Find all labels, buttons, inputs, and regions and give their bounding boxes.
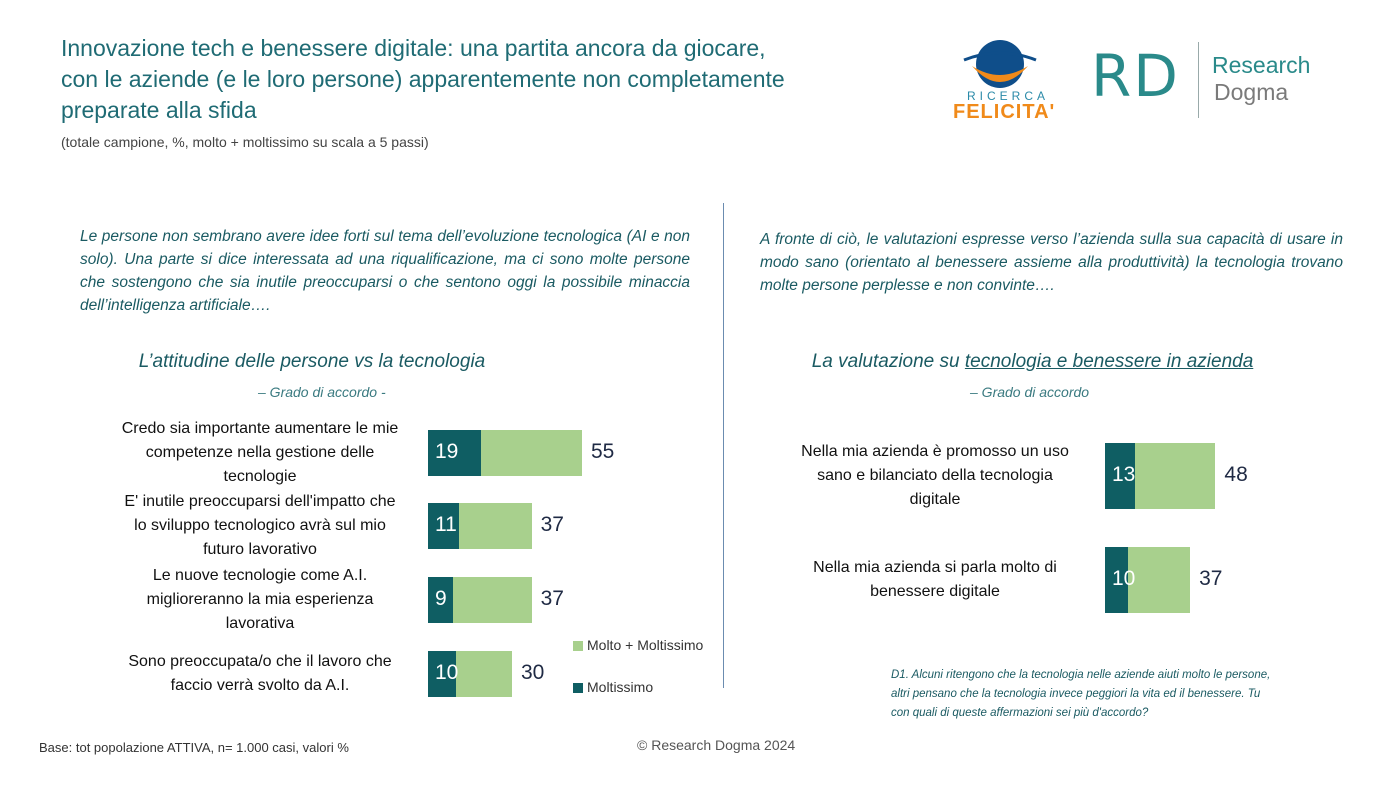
bar-inner-value: 9 xyxy=(435,587,447,610)
page-title: Innovazione tech e benessere digitale: u… xyxy=(61,33,891,126)
category-label: Nella mia azienda è promosso un uso sano … xyxy=(780,440,1090,512)
bar-inner-value: 19 xyxy=(435,440,459,463)
felicita-emblem-icon xyxy=(963,40,1037,88)
left-intro-text: Le persone non sembrano avere idee forti… xyxy=(80,228,690,314)
ricerca-felicita-logo xyxy=(950,36,1065,124)
category-label: Sono preoccupata/o che il lavoro che facc… xyxy=(80,650,440,698)
category-label-line: Sono preoccupata/o che il lavoro che xyxy=(128,653,392,670)
category-label-line: Nella mia azienda è promosso un uso xyxy=(801,443,1069,460)
question-note: D1. Alcuni ritengono che la tecnologia n… xyxy=(891,669,1271,719)
legend-label-inner: Moltissimo xyxy=(587,679,654,695)
title-line: con le aziende (e le loro persone) appar… xyxy=(61,66,785,92)
legend-swatch-total xyxy=(573,641,583,651)
category-label-line: E' inutile preoccuparsi dell'impatto che xyxy=(124,493,396,510)
category-label: Credo sia importante aumentare le mie com… xyxy=(80,417,440,489)
bar-inner-value: 11 xyxy=(435,513,457,536)
category-label-line: competenze nella gestione delle xyxy=(145,444,375,461)
page-subtitle: (totale campione, %, molto + moltissimo … xyxy=(61,134,429,150)
legend-label-total: Molto + Moltissimo xyxy=(587,637,704,653)
category-label-line: miglioreranno la mia esperienza xyxy=(146,591,374,608)
category-label-line: benessere digitale xyxy=(870,583,1000,600)
category-label: Le nuove tecnologie come A.I. miglioreran… xyxy=(80,564,440,636)
bar-inner-value: 10 xyxy=(435,661,459,684)
bar-total-value: 37 xyxy=(540,587,564,610)
bar-inner xyxy=(1105,547,1128,613)
category-label-line: lavorativa xyxy=(225,615,295,632)
bar-inner xyxy=(428,577,454,623)
category-label-line: digitale xyxy=(909,491,961,508)
logo-separator xyxy=(1198,42,1199,118)
bar-inner-value: 13 xyxy=(1112,463,1136,486)
category-label-line: lo sviluppo tecnologico avrà sul mio xyxy=(134,517,386,534)
category-label-line: sano e bilanciato della tecnologia xyxy=(817,467,1053,484)
title-line: Innovazione tech e benessere digitale: u… xyxy=(61,35,766,61)
bar-total-value: 55 xyxy=(591,440,615,463)
bar-total-value: 37 xyxy=(540,513,564,536)
sample-base-note: Base: tot popolazione ATTIVA, n= 1.000 c… xyxy=(39,740,349,755)
bar-inner xyxy=(1105,443,1135,509)
category-label: Nella mia azienda si parla molto di benes… xyxy=(780,556,1090,604)
bar-total-value: 30 xyxy=(521,661,545,684)
left-chart-subtitle: – Grado di accordo - xyxy=(258,384,386,400)
category-label-line: Le nuove tecnologie come A.I. xyxy=(152,567,368,584)
right-chart-title: La valutazione su tecnologia e benessere… xyxy=(780,351,1285,373)
felicita-logo-small-text: RICERCA xyxy=(967,89,1050,103)
research-dogma-logo-mark: RD xyxy=(1091,42,1180,110)
category-label-line: Nella mia azienda si parla molto di xyxy=(813,559,1057,576)
category-label-line: Credo sia importante aumentare le mie xyxy=(121,420,399,437)
category-label: E' inutile preoccuparsi dell'impatto che… xyxy=(80,490,440,562)
category-label-line: faccio verrà svolto da A.I. xyxy=(170,677,350,694)
legend-swatch-inner xyxy=(573,683,583,693)
research-dogma-logo-word1: Research xyxy=(1212,52,1311,78)
column-divider xyxy=(723,203,724,688)
bar-inner xyxy=(428,503,459,549)
category-label-line: tecnologie xyxy=(223,468,297,485)
right-chart-subtitle: – Grado di accordo xyxy=(970,384,1090,400)
left-chart-title: L’attitudine delle persone vs la tecnolo… xyxy=(138,351,486,372)
bar-inner xyxy=(428,430,482,476)
category-label-line: futuro lavorativo xyxy=(203,541,317,558)
bar-total-value: 37 xyxy=(1199,567,1223,590)
right-chart-title-prefix: La valutazione su xyxy=(811,351,965,372)
bar-inner-value: 10 xyxy=(1112,567,1136,590)
copyright-text: © Research Dogma 2024 xyxy=(637,737,796,753)
bar-inner xyxy=(428,651,456,697)
research-dogma-logo-word2: Dogma xyxy=(1214,79,1289,105)
right-chart-title-underlined: tecnologia e benessere in azienda xyxy=(964,351,1254,372)
felicita-logo-big-text: FELICITA' xyxy=(953,101,1056,123)
right-intro-text: A fronte di ciò, le valutazioni espresse… xyxy=(760,231,1343,294)
bar-total-value: 48 xyxy=(1224,463,1248,486)
title-line: preparate alla sfida xyxy=(61,97,257,123)
